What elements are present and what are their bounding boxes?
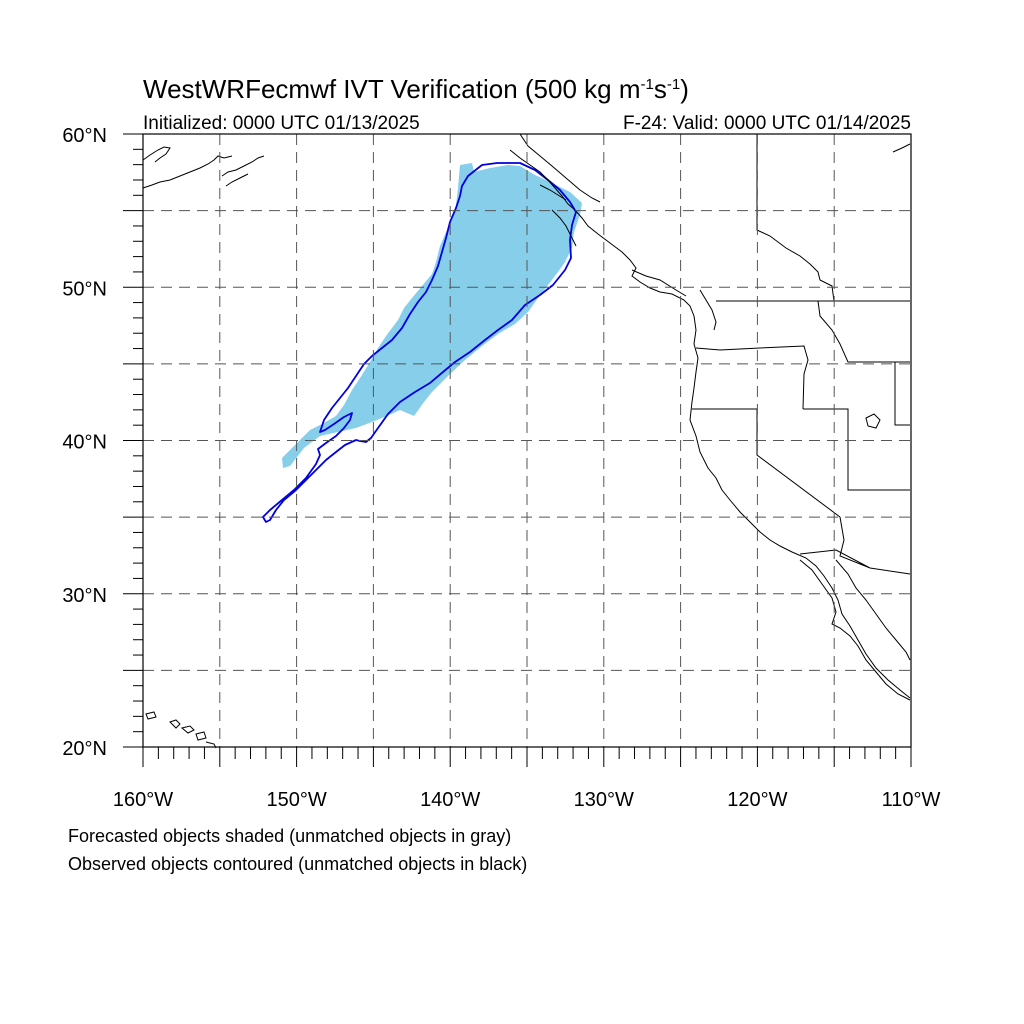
map-frame: [142, 133, 912, 748]
observed-ivt-contour: [262, 162, 577, 523]
forecast-ivt-object: [282, 163, 582, 468]
lon-label: 120°W: [727, 789, 787, 811]
ak-panhandle-coast: [509, 149, 911, 699]
map-gridlines: [143, 134, 911, 747]
lon-label: 130°W: [574, 789, 634, 811]
alaska-coastline: [142, 146, 265, 189]
canada-province-border: [756, 134, 835, 302]
lat-label: 60°N: [62, 125, 107, 147]
observed-caption: Observed objects contoured (unmatched ob…: [68, 854, 527, 874]
alaska-canada-border: [519, 133, 601, 203]
map-title: WestWRFecmwf IVT Verification (500 kg m-…: [143, 74, 689, 104]
longitude-labels: 160°W 150°W 140°W 130°W 120°W 110°W: [113, 789, 941, 811]
bc-islands-coast: [539, 184, 717, 331]
lon-label: 160°W: [113, 789, 173, 811]
lat-label: 50°N: [62, 278, 107, 300]
lat-label: 20°N: [62, 738, 107, 760]
lon-label: 150°W: [266, 789, 326, 811]
lon-label: 110°W: [882, 789, 941, 811]
hawaii-islands: [145, 711, 217, 749]
latitude-labels: 60°N 50°N 40°N 30°N 20°N: [62, 125, 107, 760]
lon-label: 140°W: [420, 789, 480, 811]
lat-label: 30°N: [62, 585, 107, 607]
forecast-caption: Forecasted objects shaded (unmatched obj…: [68, 826, 511, 846]
lat-label: 40°N: [62, 432, 107, 454]
great-salt-lake: [865, 413, 881, 429]
init-time-label: Initialized: 0000 UTC 01/13/2025: [143, 113, 420, 134]
canada-north-coast: [892, 143, 911, 153]
political-borders: [519, 133, 911, 575]
valid-time-label: F-24: Valid: 0000 UTC 01/14/2025: [623, 113, 911, 134]
baja-coast: [799, 559, 911, 701]
us-state-borders: [692, 300, 911, 575]
coastline-layer: [142, 143, 911, 749]
map-ticks: [123, 133, 912, 767]
